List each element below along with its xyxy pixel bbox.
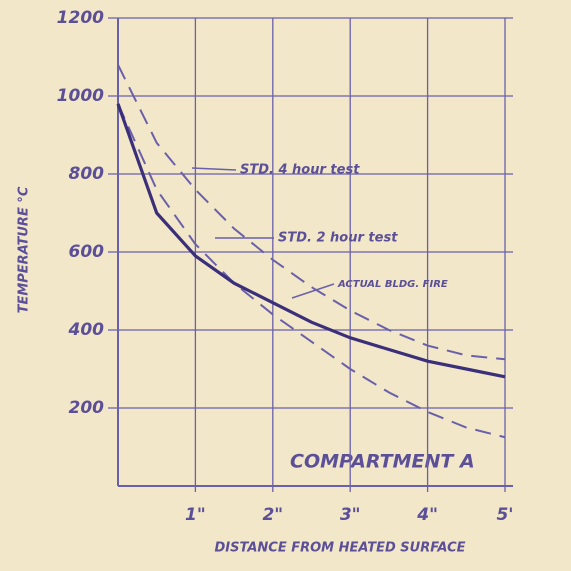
series-label: STD. 4 hour test [240,163,360,178]
x-tick-label: 4" [416,505,438,525]
series-label: STD. 2 hour test [278,231,398,246]
x-tick-label: 1" [185,505,206,525]
x-tick-label: 3" [340,505,361,525]
y-tick-label: 1200 [57,8,104,28]
y-tick-label: 800 [69,164,105,184]
series-label: ACTUAL BLDG. FIRE [337,279,448,290]
y-tick-label: 600 [69,242,105,262]
line-series [118,104,505,437]
y-tick-label: 1000 [57,86,104,106]
y-tick-label: 200 [69,398,105,418]
y-tick-label: 400 [68,320,105,340]
annotation: COMPARTMENT A [290,451,475,473]
y-axis-title: TEMPERATURE °C [17,186,32,313]
label-arrow [192,168,236,170]
label-arrow [292,284,334,298]
chart: COMPARTMENT A DISTANCE FROM HEATED SURFA… [0,0,571,567]
page: {"chart_data": { "type": "line", "annota… [0,0,571,567]
x-tick-label: 5' [496,505,513,525]
x-axis-title: DISTANCE FROM HEATED SURFACE [215,541,466,556]
x-tick-label: 2" [262,505,283,525]
line-series [118,65,505,359]
